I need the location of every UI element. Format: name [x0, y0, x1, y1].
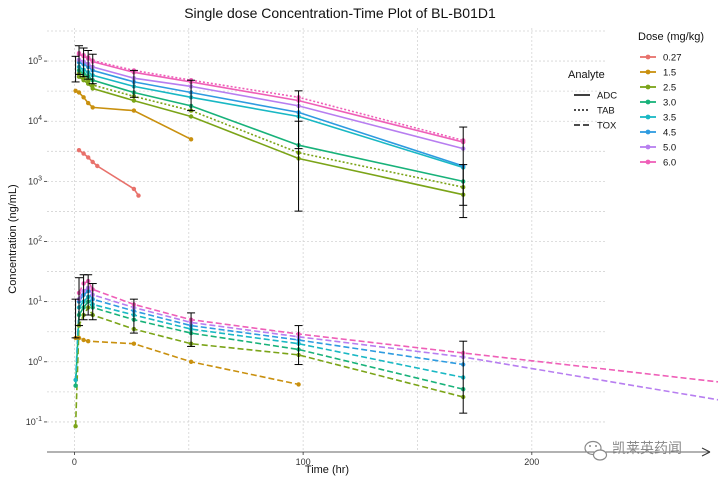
dose-legend-label: 4.5	[663, 128, 676, 139]
y-tick-label: 105	[28, 55, 42, 66]
axes: 0 100 200 10-1 100 101 102 103 104 105	[26, 55, 711, 467]
data-point	[81, 337, 86, 343]
dose-legend-point	[645, 144, 651, 150]
data-point	[131, 98, 137, 103]
dose-legend-point	[645, 129, 651, 135]
analyte-legend-label: ADC	[597, 91, 617, 102]
x-axis-label: Time (hr)	[305, 464, 349, 476]
series-line-adc-6.0	[78, 53, 464, 143]
y-tick-label: 10-1	[26, 416, 42, 427]
dose-legend-point	[645, 54, 651, 60]
x-tick-label: 0	[72, 457, 77, 467]
x-tick-label: 200	[524, 457, 539, 467]
data-point	[76, 148, 82, 153]
chart-title: Single dose Concentration-Time Plot of B…	[184, 5, 496, 21]
dose-legend-label: 3.0	[663, 98, 676, 109]
data-point	[86, 100, 91, 106]
grid	[47, 28, 605, 452]
x-tick-label: 100	[296, 457, 311, 467]
analyte-legend-label: TOX	[597, 121, 617, 132]
data-point	[73, 383, 78, 388]
analyte-legend-title: Analyte	[568, 69, 605, 81]
dose-legend-title: Dose (mg/kg)	[638, 31, 704, 43]
data-point	[90, 105, 95, 110]
y-tick-label: 104	[28, 115, 42, 126]
y-tick-label: 103	[28, 175, 42, 186]
y-tick-label: 100	[28, 356, 42, 367]
data-point	[86, 155, 91, 160]
dose-legend-point	[645, 114, 651, 120]
data-point	[131, 186, 137, 192]
analyte-legend-label: TAB	[597, 106, 615, 117]
data-point	[136, 193, 141, 198]
data-point	[73, 88, 78, 94]
data-point	[86, 339, 91, 344]
data-point	[296, 382, 301, 387]
data-point	[131, 108, 137, 113]
series-lines	[74, 52, 718, 427]
data-point	[73, 424, 78, 429]
dose-legend-label: 5.0	[663, 143, 676, 154]
dose-legend-label: 1.5	[663, 68, 676, 79]
y-axis-label: Concentration (ng/mL)	[7, 184, 19, 293]
series-line-tab-2.5	[78, 72, 464, 188]
dose-legend-label: 6.0	[663, 158, 676, 169]
dose-legend-label: 3.5	[663, 113, 676, 124]
dose-legend-label: 2.5	[663, 83, 676, 94]
data-point	[81, 151, 86, 156]
watermark-text: 凯莱英药闻	[612, 440, 682, 456]
data-point	[76, 90, 82, 95]
data-point	[188, 137, 194, 142]
dose-legend-point	[645, 99, 651, 105]
data-point	[131, 341, 137, 346]
y-tick-label: 102	[28, 236, 42, 247]
y-tick-label: 101	[28, 296, 42, 307]
data-point	[81, 95, 86, 100]
data-point	[188, 114, 194, 119]
data-point	[90, 159, 95, 165]
error-bars	[71, 45, 468, 414]
dose-legend-point	[645, 69, 651, 75]
watermark: 凯莱英药闻	[584, 440, 682, 461]
series-line-tox-6.0	[78, 280, 718, 383]
data-point	[76, 74, 82, 79]
data-point	[73, 377, 78, 383]
dose-legend-label: 0.27	[663, 53, 682, 64]
data-point	[95, 163, 100, 169]
data-point	[188, 359, 194, 364]
analyte-legend: Analyte ADC TAB TOX	[568, 69, 617, 132]
wechat-logo-icon	[584, 440, 608, 461]
dose-legend-point	[645, 84, 651, 90]
data-point	[86, 81, 91, 86]
dose-legend-point	[645, 159, 651, 165]
data-point	[90, 86, 95, 91]
series-line-tox-4.5	[78, 289, 464, 366]
x-axis-arrow-icon	[701, 447, 711, 457]
data-points	[73, 51, 466, 429]
dose-legend: Dose (mg/kg) 0.27 1.5 2.5 3.0 3.5 4.5 5.0 6.0	[638, 31, 704, 169]
